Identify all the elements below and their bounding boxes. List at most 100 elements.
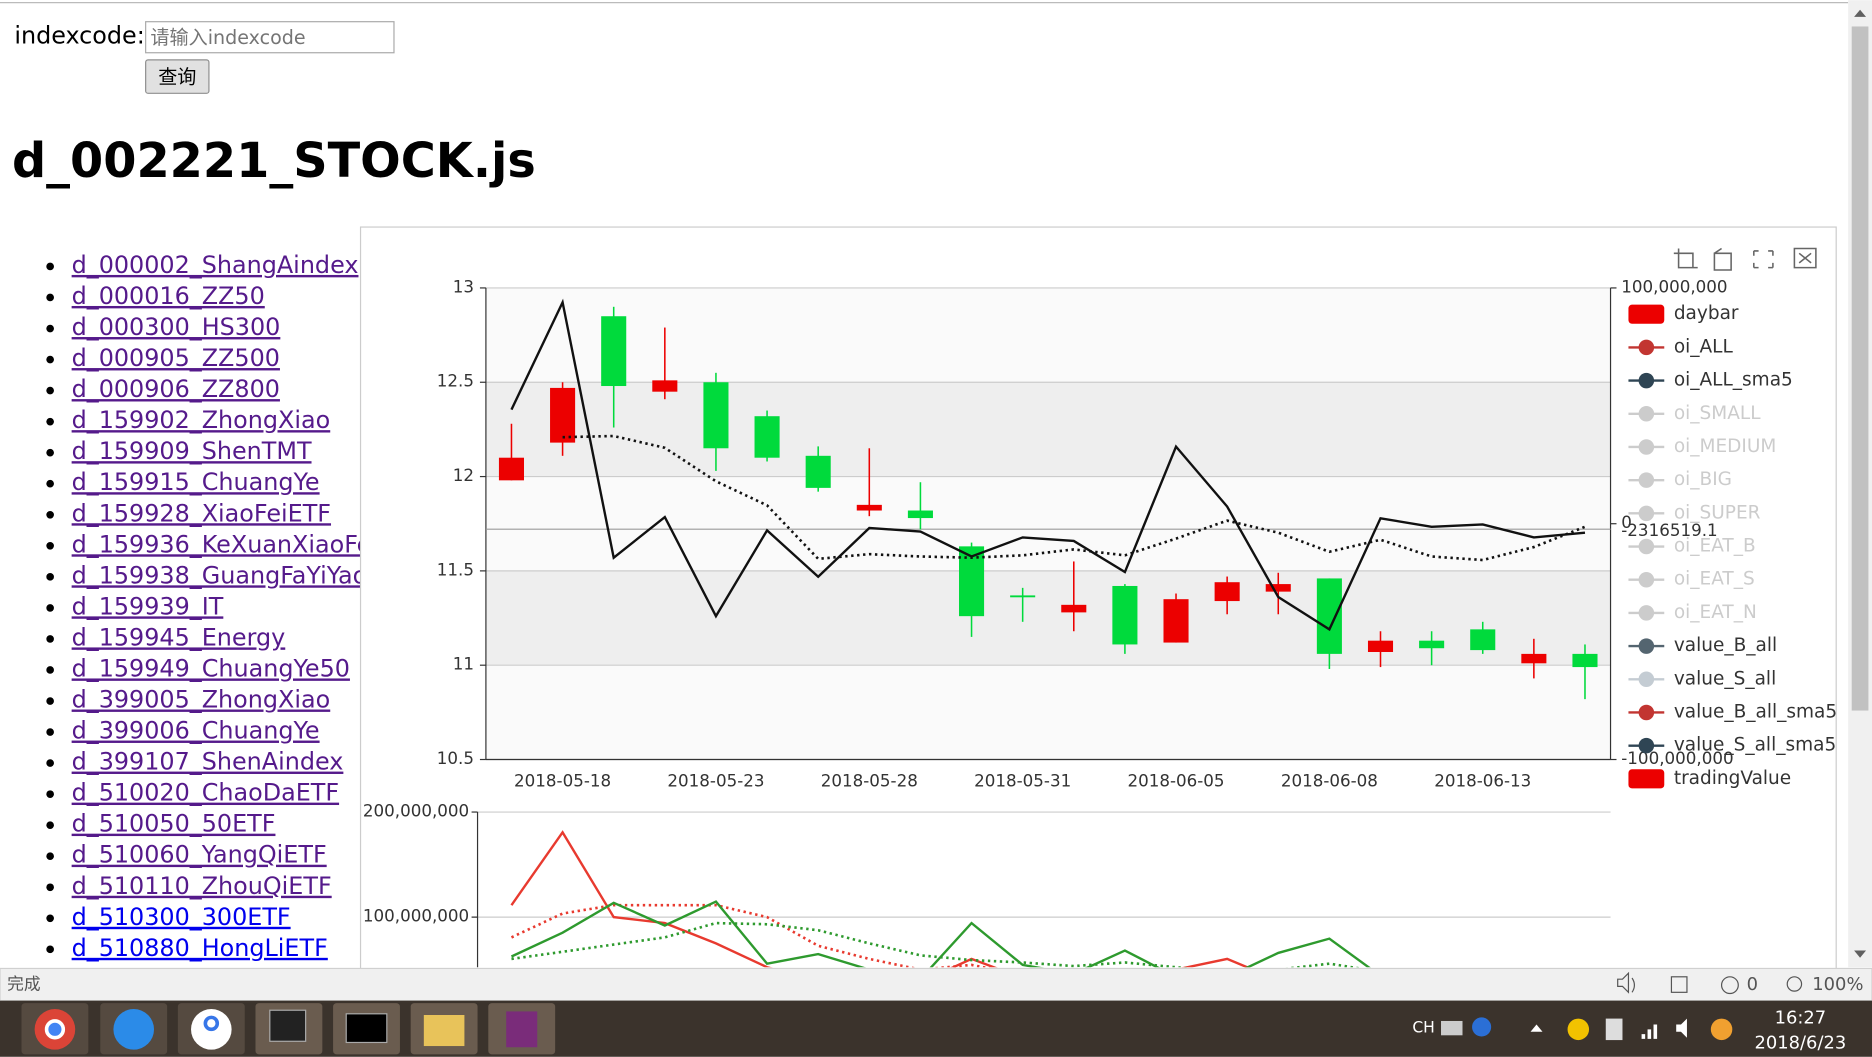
legend-label[interactable]: oi_SUPER (1674, 502, 1761, 523)
legend-label[interactable]: oi_ALL_sma5 (1674, 370, 1793, 391)
link[interactable]: d_159949_ChuangYe50 (72, 654, 350, 682)
legend-label[interactable]: value_S_all (1674, 668, 1776, 689)
legend-label[interactable]: oi_EAT_S (1674, 569, 1755, 590)
y-tick-label: 13 (453, 276, 474, 296)
link[interactable]: d_159902_ZhongXiao (72, 406, 331, 434)
terminal-icon[interactable] (269, 1009, 307, 1042)
legend-label[interactable]: value_B_all (1674, 635, 1777, 656)
sogou-icon[interactable] (113, 1009, 155, 1050)
candle-body (1521, 653, 1547, 664)
candle-body (754, 416, 780, 458)
tray-expand[interactable] (1530, 1024, 1543, 1032)
link[interactable]: d_000002_ShangAindex (72, 251, 359, 279)
form-label: indexcode: (14, 22, 144, 50)
y-tick-label: 11 (453, 654, 474, 674)
window-icon[interactable] (1670, 976, 1688, 993)
cmd-icon[interactable] (345, 1013, 388, 1044)
candle-body (907, 510, 933, 519)
link[interactable]: d_510020_ChaoDaETF (72, 779, 339, 807)
candle-body (805, 455, 831, 488)
legend-label[interactable]: oi_EAT_N (1674, 602, 1757, 623)
split-area (485, 665, 1611, 760)
legend-label[interactable]: oi_SMALL (1674, 403, 1761, 424)
restore-icon[interactable] (1753, 250, 1774, 269)
candle-body (1163, 599, 1189, 643)
candle-body (1061, 604, 1087, 613)
zoom-status-icon[interactable] (1786, 976, 1803, 992)
legend-label[interactable]: oi_ALL (1674, 336, 1734, 357)
link[interactable]: d_000300_HS300 (72, 313, 281, 341)
link[interactable]: d_510300_300ETF (72, 903, 291, 931)
legend-label[interactable]: oi_EAT_B (1674, 536, 1756, 557)
y-tick-label: 100,000,000 (363, 906, 469, 926)
y-tick-label: 200,000,000 (363, 801, 469, 821)
y2-tick-label: 0 (1621, 512, 1632, 532)
legend-label[interactable]: daybar (1674, 303, 1739, 324)
link[interactable]: d_159909_ShenTMT (72, 437, 312, 465)
tray-icon[interactable] (1567, 1018, 1590, 1041)
link[interactable]: d_510880_HongLiETF (72, 934, 328, 962)
legend-swatch (1638, 472, 1655, 488)
y-tick-label: 11.5 (437, 559, 474, 579)
bullet (46, 945, 54, 954)
legend-label[interactable]: value_B_all_sma5 (1674, 701, 1837, 722)
legend-swatch (1638, 671, 1655, 688)
mark-line-label: -2316519.1 (1621, 520, 1717, 540)
bullet (46, 324, 54, 333)
sound-icon[interactable] (1617, 971, 1636, 994)
link[interactable]: d_510050_50ETF (72, 810, 276, 838)
x-tick-label: 2018-05-31 (974, 771, 1071, 791)
link[interactable]: d_510060_YangQiETF (72, 841, 327, 869)
tray-time: 16:27 (1775, 1008, 1827, 1029)
legend-label[interactable]: tradingValue (1674, 768, 1791, 789)
legend-swatch (1628, 769, 1665, 789)
toolbox (1673, 247, 1817, 271)
help-icon[interactable] (1472, 1017, 1492, 1037)
split-area (485, 476, 1611, 571)
tray-icon[interactable] (1605, 1018, 1623, 1041)
candle-body (856, 504, 882, 511)
bullet (46, 541, 54, 550)
tray-date: 2018/6/23 (1755, 1033, 1847, 1054)
network-icon[interactable] (1641, 1024, 1658, 1039)
query-button[interactable] (145, 59, 210, 94)
legend-label[interactable]: oi_MEDIUM (1674, 436, 1777, 457)
legend-swatch (1628, 304, 1665, 324)
link[interactable]: d_000016_ZZ50 (72, 282, 265, 310)
link[interactable]: d_399005_ZhongXiao (72, 686, 331, 714)
link[interactable]: d_159936_KeXuanXiaoFei (72, 530, 378, 558)
link[interactable]: d_159945_Energy (72, 623, 286, 651)
legend-swatch (1638, 737, 1655, 754)
baidu-mark (203, 1015, 220, 1032)
legend-label[interactable]: oi_BIG (1674, 469, 1732, 490)
indexcode-input[interactable] (145, 21, 395, 54)
link[interactable]: d_000906_ZZ800 (72, 375, 280, 403)
candle-body (652, 380, 678, 392)
link[interactable]: d_159939_IT (72, 592, 224, 620)
legend-swatch (1638, 372, 1655, 389)
candle-body (703, 382, 729, 449)
link[interactable]: d_000905_ZZ500 (72, 344, 280, 372)
tray-icon[interactable] (1710, 1018, 1733, 1041)
legend-label[interactable]: value_S_all_sma5 (1674, 735, 1836, 756)
zoom-back-icon[interactable] (1713, 247, 1732, 271)
link[interactable]: d_159915_ChuangYe (72, 468, 320, 496)
volume-icon[interactable] (1676, 1018, 1687, 1038)
clear-icon[interactable] (1793, 247, 1817, 269)
link[interactable]: d_510110_ZhouQiETF (72, 872, 332, 900)
bullet (46, 510, 54, 519)
adblock-icon[interactable] (1720, 976, 1739, 995)
query-button-label: 查询 (158, 65, 196, 88)
candle-body (601, 316, 627, 387)
winrar-icon[interactable] (506, 1011, 538, 1048)
bullet (46, 386, 54, 395)
link[interactable]: d_399006_ChuangYe (72, 717, 320, 745)
input-placeholder: 请输入indexcode (150, 26, 305, 49)
link[interactable]: d_159938_GuangFaYiYao (72, 561, 368, 589)
link[interactable]: d_399107_ShenAindex (72, 748, 344, 776)
link[interactable]: d_159928_XiaoFeiETF (72, 499, 331, 527)
scrollbar-thumb[interactable] (1851, 26, 1869, 711)
keyboard-icon[interactable] (1441, 1020, 1463, 1036)
folder-icon[interactable] (423, 1015, 465, 1047)
zoom-icon[interactable] (1673, 248, 1698, 269)
